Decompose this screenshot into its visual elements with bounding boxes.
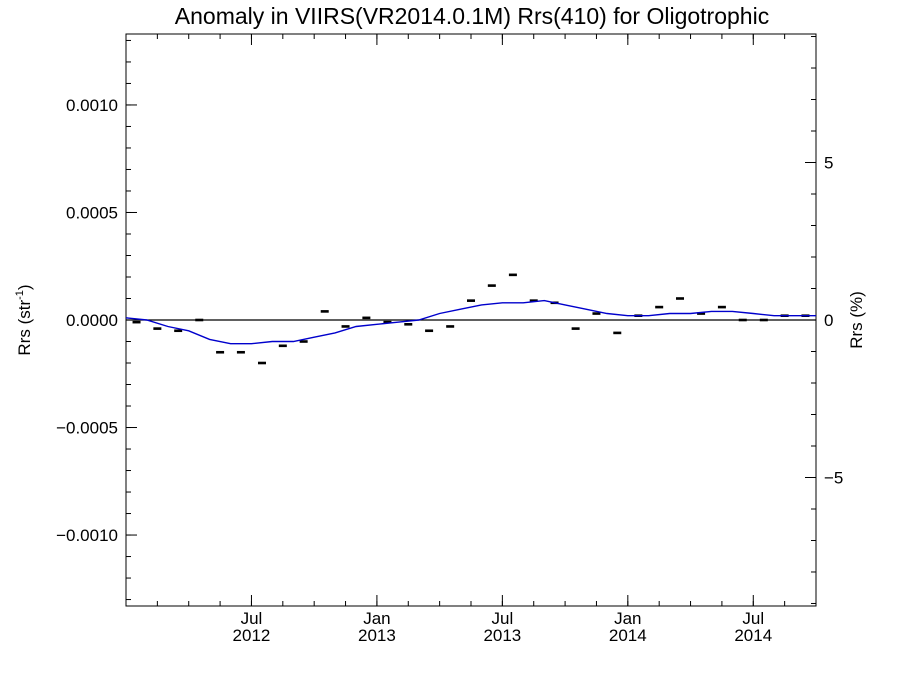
monthly-anomaly-point <box>174 329 183 333</box>
monthly-anomaly-point <box>195 318 204 322</box>
x-tick-label-month: Jan <box>363 609 390 628</box>
plot-area <box>125 273 816 365</box>
y-axis-label-close: ) <box>15 284 34 290</box>
y-tick-label: 0.0005 <box>66 203 118 222</box>
y-axis-label-sup: -1 <box>14 290 26 300</box>
monthly-anomaly-point <box>153 327 162 330</box>
x-tick-label-year: 2012 <box>233 626 271 645</box>
monthly-anomaly-point <box>738 318 747 322</box>
y-tick-label: 0.0000 <box>66 311 118 330</box>
monthly-anomaly-point <box>717 305 726 309</box>
monthly-anomaly-point <box>362 316 371 320</box>
y-tick-label: 0.0010 <box>66 96 118 115</box>
x-tick-label-month: Jul <box>241 609 263 628</box>
monthly-anomaly-point <box>487 284 496 287</box>
x-tick-label-year: 2014 <box>609 626 647 645</box>
y2-axis-label: Rrs (%) <box>847 291 866 349</box>
monthly-anomaly-point <box>425 329 434 333</box>
monthly-anomaly-point <box>697 312 706 315</box>
x-tick-label-year: 2014 <box>734 626 772 645</box>
y-tick-label: −0.0010 <box>56 526 118 545</box>
x-tick-label-month: Jul <box>491 609 513 628</box>
y2-tick-label: 5 <box>824 154 833 173</box>
y-axis-label-main: Rrs (str <box>15 300 34 356</box>
x-tick-label-month: Jul <box>742 609 764 628</box>
chart-title: Anomaly in VIIRS(VR2014.0.1M) Rrs(410) f… <box>175 3 769 29</box>
monthly-anomaly-point <box>446 325 455 328</box>
monthly-anomaly-point <box>404 323 413 326</box>
x-tick-label-year: 2013 <box>358 626 396 645</box>
y2-tick-label: 0 <box>824 311 833 330</box>
x-tick-label-month: Jan <box>614 609 641 628</box>
monthly-anomaly-point <box>571 327 580 330</box>
monthly-anomaly-point <box>592 312 601 315</box>
y-axis-label: Rrs (str-1) <box>14 284 34 355</box>
monthly-anomaly-point <box>383 320 392 324</box>
monthly-anomaly-point <box>299 340 308 343</box>
monthly-anomaly-point <box>236 350 245 354</box>
x-tick-label-year: 2013 <box>483 626 521 645</box>
monthly-anomaly-point <box>529 299 538 302</box>
monthly-anomaly-point <box>341 325 350 328</box>
monthly-anomaly-point <box>320 310 329 313</box>
monthly-anomaly-point <box>216 350 225 354</box>
monthly-anomaly-point <box>132 320 141 324</box>
monthly-anomaly-point <box>467 299 475 302</box>
y-tick-label: −0.0005 <box>56 419 118 438</box>
monthly-anomaly-point <box>508 273 517 277</box>
monthly-anomaly-point <box>655 305 664 309</box>
plot-axes: 0.00100.00050.0000−0.0005−0.001050−5Jul2… <box>56 33 843 645</box>
monthly-anomaly-point <box>759 318 768 322</box>
y2-tick-label: −5 <box>824 468 843 487</box>
monthly-anomaly-point <box>278 344 287 348</box>
svg-text:Rrs (str-1): Rrs (str-1) <box>14 284 34 355</box>
monthly-anomaly-point <box>613 331 622 335</box>
monthly-anomaly-point <box>257 361 266 365</box>
smoothed-anomaly-line <box>125 299 816 345</box>
monthly-anomaly-point <box>676 297 685 300</box>
